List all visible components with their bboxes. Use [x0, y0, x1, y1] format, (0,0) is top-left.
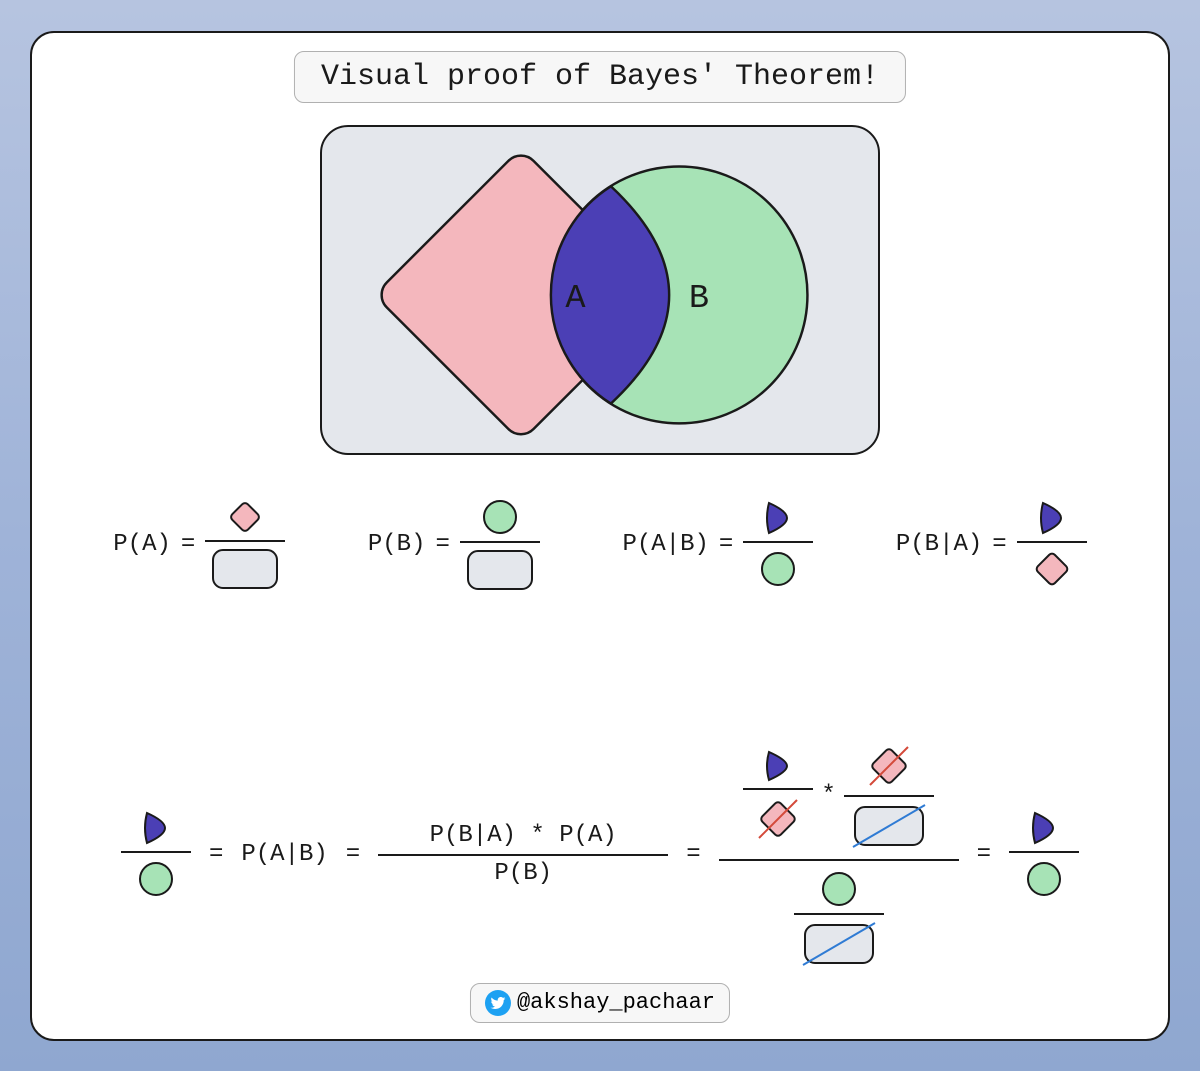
proof-row: = P(A|B) = P(B|A) * P(A) P(B) =: [32, 733, 1168, 977]
label-pa: P(A): [113, 531, 171, 558]
term-pb: P(B) =: [368, 493, 540, 597]
definitions-row: P(A) = P(B) =: [32, 493, 1168, 597]
fraction-pba: [1017, 495, 1087, 595]
equals-sign: =: [686, 841, 700, 868]
lens-icon: [1037, 499, 1067, 537]
diamond-icon: [1030, 547, 1074, 591]
circle-icon: [1024, 857, 1064, 901]
page-title: Visual proof of Bayes' Theorem!: [294, 51, 906, 103]
diamond-icon: [226, 498, 264, 536]
lens-icon: [763, 748, 793, 784]
venn-diagram-frame: A B: [320, 125, 880, 455]
label-pba: P(B|A): [896, 531, 982, 558]
label-pb: P(B): [368, 531, 426, 558]
term-pba: P(B|A) =: [896, 495, 1087, 595]
equals-sign: =: [181, 531, 195, 558]
equals-sign: =: [346, 841, 360, 868]
fraction-pb: [460, 493, 540, 597]
circle-icon: [819, 869, 859, 909]
lens-icon: [1029, 809, 1059, 847]
frac-lens-over-circle-right: [1009, 805, 1079, 905]
denominator-text: P(B): [490, 856, 556, 892]
circle-icon: [480, 497, 520, 537]
card: Visual proof of Bayes' Theorem! A B P(A)…: [30, 31, 1170, 1041]
credit-handle: @akshay_pachaar: [517, 990, 715, 1015]
frac-lens-over-diamond: [743, 744, 813, 848]
circle-icon: [136, 857, 176, 901]
times-sign: *: [821, 784, 835, 808]
credit-badge: @akshay_pachaar: [470, 983, 730, 1023]
diamond-cancelled-icon: [753, 794, 803, 844]
label-b: B: [689, 279, 709, 317]
fraction-pab: [743, 495, 813, 595]
sample-space-icon: [464, 547, 536, 593]
frac-lens-over-circle-left: [121, 805, 191, 905]
term-pab: P(A|B) =: [622, 495, 813, 595]
frac-algebraic: P(B|A) * P(A) P(B): [378, 818, 668, 892]
diamond-cancelled-icon: [864, 741, 914, 791]
term-pa: P(A) =: [113, 494, 285, 596]
label-a: A: [565, 279, 586, 317]
sample-space-cancelled-icon: [799, 919, 879, 969]
sample-space-icon: [209, 546, 281, 592]
fraction-pa: [205, 494, 285, 596]
lens-icon: [141, 809, 171, 847]
equals-sign: =: [977, 841, 991, 868]
label-pab: P(A|B): [622, 531, 708, 558]
twitter-icon: [485, 990, 511, 1016]
frac-circle-over-rect: [794, 865, 884, 973]
frac-nested-visual: *: [719, 733, 959, 977]
label-pab: P(A|B): [241, 841, 327, 868]
numerator-text: P(B|A) * P(A): [426, 818, 621, 854]
sample-space-cancelled-icon: [849, 801, 929, 851]
lens-icon: [763, 499, 793, 537]
equals-sign: =: [719, 531, 733, 558]
equals-sign: =: [209, 841, 223, 868]
equals-sign: =: [992, 531, 1006, 558]
venn-diagram: A B: [322, 127, 878, 453]
equals-sign: =: [435, 531, 449, 558]
frac-diamond-over-rect: [844, 737, 934, 855]
circle-icon: [758, 547, 798, 591]
